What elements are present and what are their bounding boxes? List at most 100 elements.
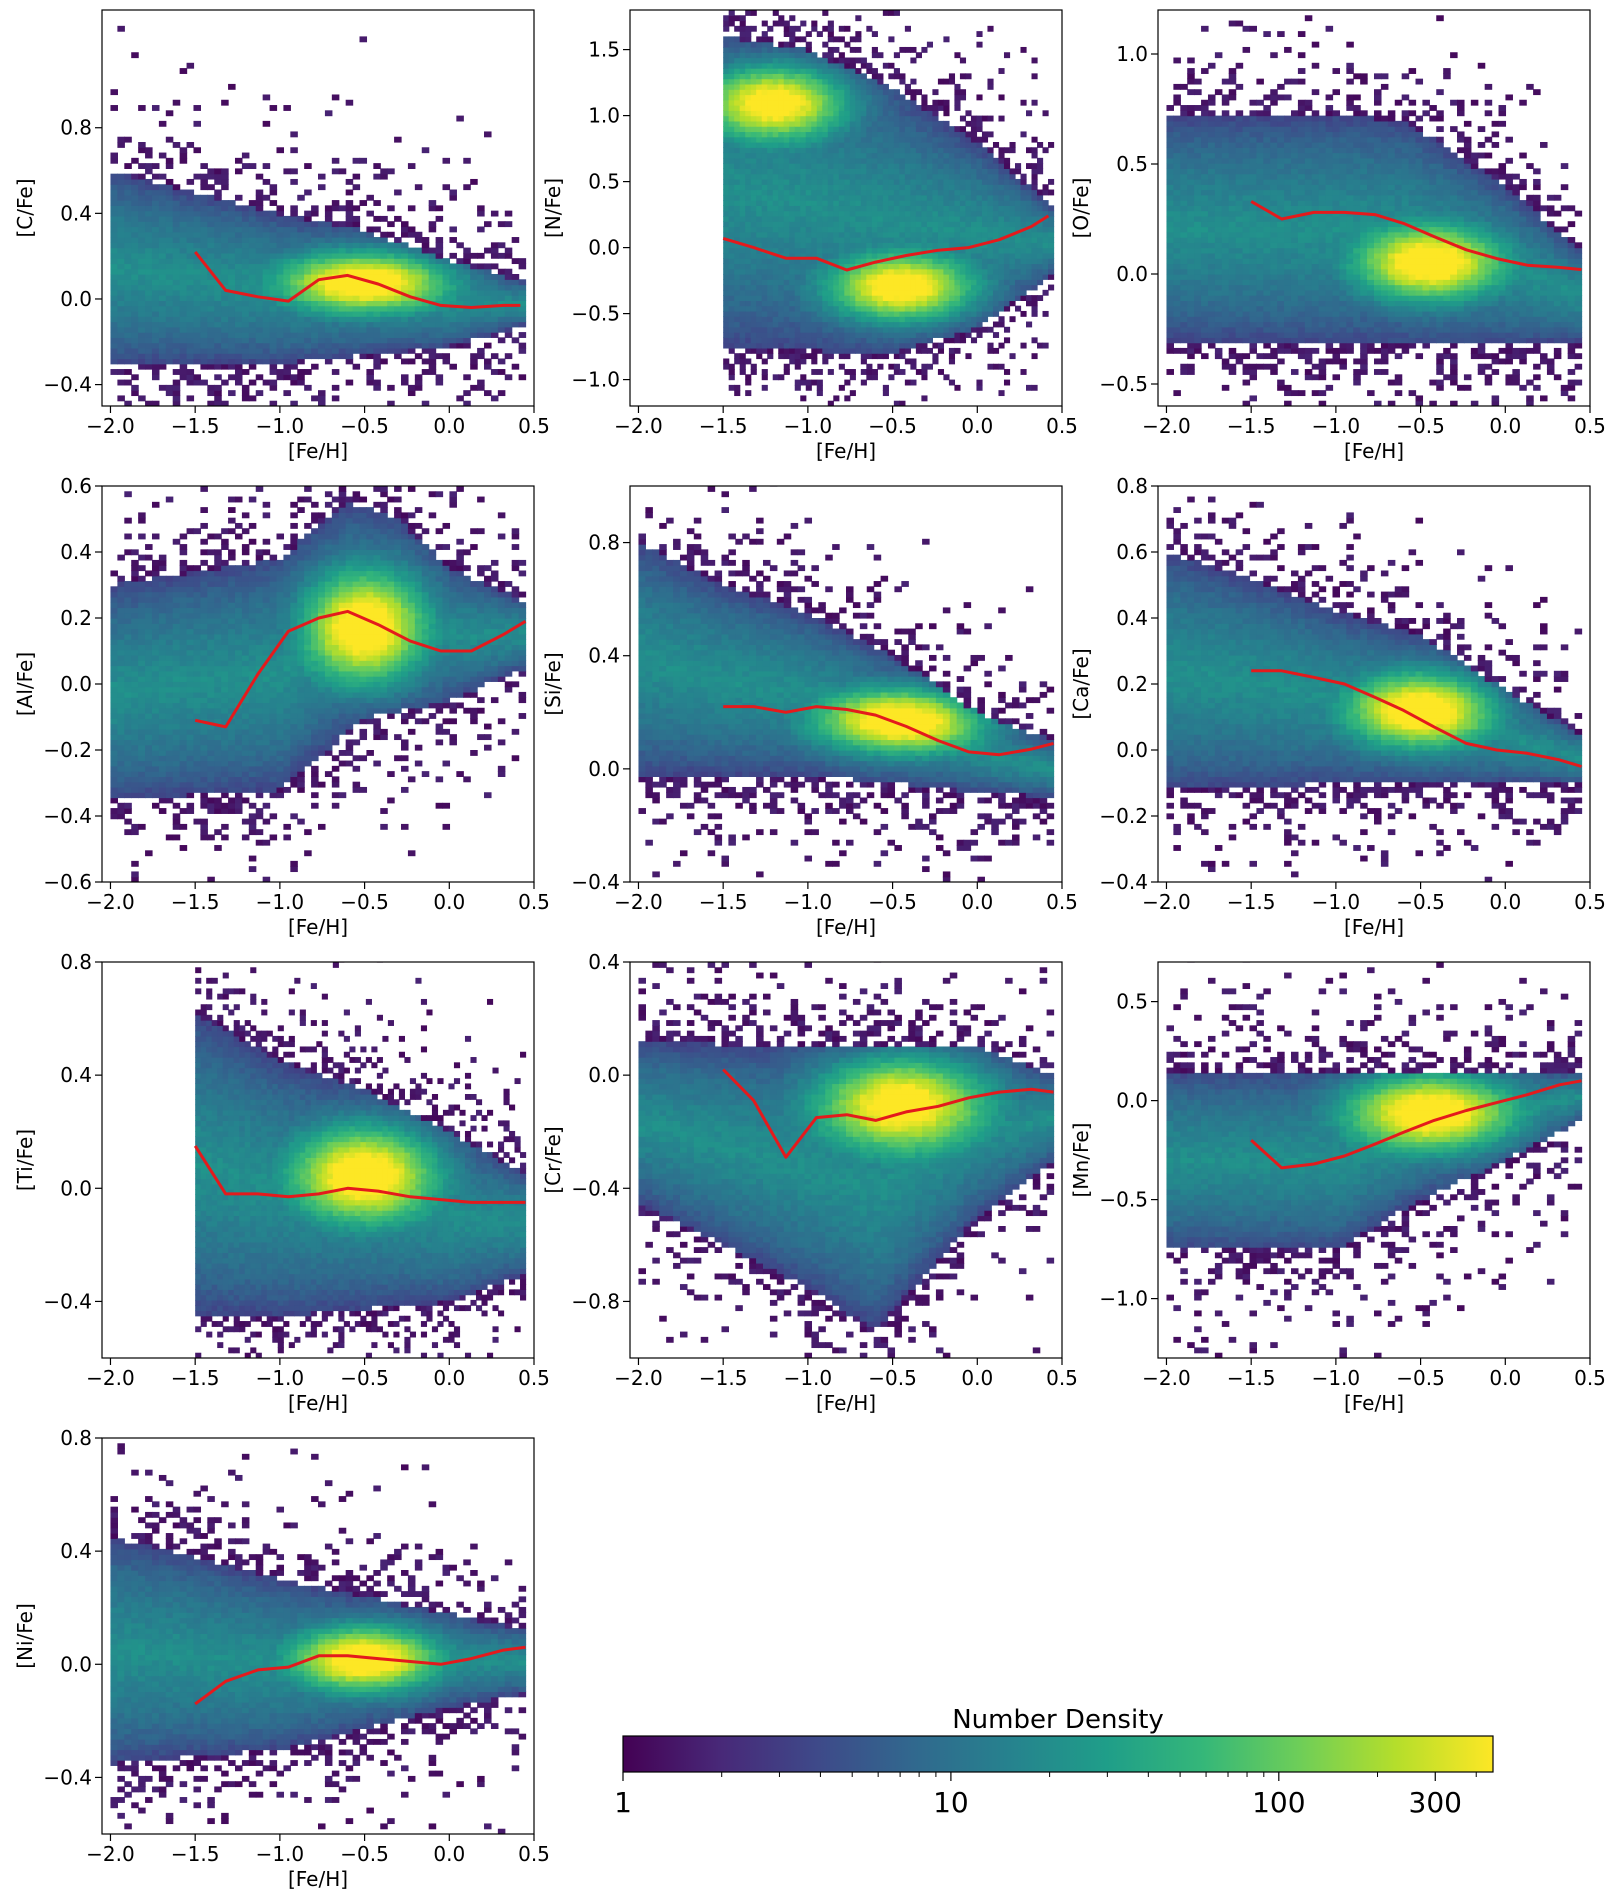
density-cell: [387, 337, 395, 343]
density-cell: [767, 52, 773, 58]
density-cell: [965, 147, 971, 153]
density-cell: [187, 232, 195, 238]
density-cell: [778, 110, 784, 116]
density-cell: [866, 226, 872, 232]
density-cell: [138, 258, 146, 264]
density-cell: [110, 158, 118, 164]
density-cell: [332, 295, 340, 301]
density-cell: [987, 163, 993, 169]
density-cell: [784, 221, 790, 227]
density-cell: [401, 279, 409, 285]
density-cell: [723, 253, 729, 259]
density-cell: [789, 121, 795, 127]
density-cell: [905, 337, 911, 343]
density-cell: [993, 179, 999, 185]
density-cell: [910, 380, 916, 386]
density-cell: [756, 58, 762, 64]
density-cell: [800, 174, 806, 180]
density-cell: [833, 306, 839, 312]
density-cell: [773, 300, 779, 306]
density-cell: [850, 327, 856, 333]
density-cell: [166, 110, 174, 116]
density-cell: [910, 269, 916, 275]
density-cell: [401, 322, 409, 328]
density-cell: [987, 190, 993, 196]
density-cell: [976, 158, 982, 164]
density-cell: [332, 248, 340, 254]
density-cell: [773, 47, 779, 53]
density-cell: [249, 364, 257, 370]
density-cell: [221, 306, 229, 312]
density-cell: [905, 137, 911, 143]
density-cell: [1037, 205, 1043, 211]
density-cell: [800, 68, 806, 74]
density-cell: [360, 348, 368, 354]
density-cell: [373, 258, 381, 264]
density-cell: [877, 332, 883, 338]
density-cell: [408, 306, 416, 312]
density-cell: [965, 353, 971, 359]
density-cell: [844, 290, 850, 296]
density-cell: [505, 311, 513, 317]
density-cell: [971, 163, 977, 169]
density-cell: [844, 42, 850, 48]
density-cell: [1015, 263, 1021, 269]
density-cell: [228, 322, 236, 328]
density-cell: [888, 221, 894, 227]
density-cell: [855, 184, 861, 190]
density-cell: [762, 322, 768, 328]
density-cell: [360, 232, 368, 238]
density-cell: [828, 237, 834, 243]
density-cell: [954, 226, 960, 232]
density-cell: [828, 89, 834, 95]
density-cell: [283, 311, 291, 317]
density-cell: [1009, 147, 1015, 153]
density-cell: [221, 327, 229, 333]
density-cell: [729, 343, 735, 349]
density-cell: [436, 258, 444, 264]
density-cell: [1026, 322, 1032, 328]
density-cell: [200, 295, 208, 301]
density-cell: [751, 269, 757, 275]
density-cell: [855, 205, 861, 211]
density-cell: [789, 174, 795, 180]
density-cell: [519, 285, 527, 291]
density-cell: [734, 174, 740, 180]
density-cell: [916, 306, 922, 312]
density-cell: [888, 290, 894, 296]
density-cell: [850, 242, 856, 248]
density-cell: [987, 364, 993, 370]
density-cell: [734, 226, 740, 232]
density-cell: [346, 263, 354, 269]
density-cell: [734, 232, 740, 238]
density-cell: [861, 226, 867, 232]
density-cell: [484, 332, 492, 338]
density-cell: [927, 105, 933, 111]
density-cell: [373, 237, 381, 243]
density-cell: [800, 300, 806, 306]
density-cell: [806, 179, 812, 185]
density-cell: [463, 158, 471, 164]
density-cell: [960, 89, 966, 95]
density-cell: [778, 311, 784, 317]
density-cell: [866, 232, 872, 238]
density-cell: [828, 285, 834, 291]
density-cell: [932, 300, 938, 306]
density-cell: [855, 158, 861, 164]
density-cell: [498, 242, 506, 248]
density-cell: [855, 242, 861, 248]
density-cell: [145, 179, 153, 185]
density-cell: [1004, 279, 1010, 285]
density-cell: [214, 242, 222, 248]
density-cell: [745, 285, 751, 291]
density-cell: [1009, 205, 1015, 211]
density-cell: [290, 364, 298, 370]
density-cell: [366, 274, 374, 280]
density-cell: [346, 300, 354, 306]
density-cell: [152, 200, 160, 206]
density-cell: [1009, 316, 1015, 322]
density-cell: [740, 358, 746, 364]
density-cell: [850, 374, 856, 380]
density-cell: [817, 63, 823, 69]
density-cell: [131, 258, 139, 264]
